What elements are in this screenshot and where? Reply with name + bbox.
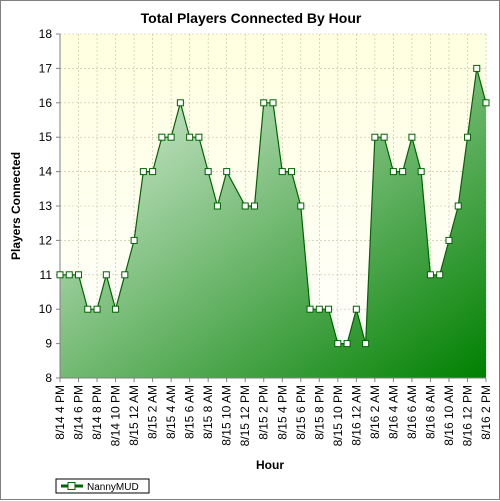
y-tick-label: 15 [39, 130, 53, 144]
data-point-marker [325, 305, 333, 313]
y-tick-label: 10 [39, 302, 53, 316]
data-point-marker [278, 168, 286, 176]
data-point-marker [343, 340, 351, 348]
data-point-marker [288, 168, 296, 176]
x-tick-label: 8/15 2 AM [146, 385, 160, 439]
data-point-marker [408, 133, 416, 141]
data-point-marker [454, 202, 462, 210]
y-tick-label: 8 [45, 371, 52, 385]
data-point-marker [130, 236, 138, 244]
x-tick-label: 8/14 4 PM [53, 385, 67, 440]
legend-label: NannyMUD [87, 482, 139, 493]
y-tick-label: 12 [39, 233, 53, 247]
data-point-marker [436, 271, 444, 279]
x-tick-label: 8/15 8 PM [312, 385, 326, 440]
data-point-marker [417, 168, 425, 176]
y-tick-label: 17 [39, 61, 53, 75]
y-tick-label: 16 [39, 96, 53, 110]
data-point-marker [204, 168, 212, 176]
y-tick-label: 18 [39, 27, 53, 41]
data-point-marker [334, 340, 342, 348]
data-point-marker [93, 305, 101, 313]
x-tick-label: 8/16 2 PM [479, 385, 493, 440]
x-tick-label: 8/15 2 PM [257, 385, 271, 440]
data-point-marker [56, 271, 64, 279]
y-tick-label: 13 [39, 199, 53, 213]
data-point-marker [473, 64, 481, 72]
y-tick-label: 11 [40, 268, 53, 282]
x-tick-label: 8/16 8 AM [423, 385, 437, 439]
y-tick-label: 9 [45, 337, 52, 351]
x-tick-label: 8/16 10 AM [442, 385, 456, 446]
data-point-marker [315, 305, 323, 313]
x-tick-label: 8/15 10 AM [220, 385, 234, 446]
x-tick-label: 8/15 8 AM [201, 385, 215, 439]
data-point-marker [102, 271, 110, 279]
chart-title: Total Players Connected By Hour [141, 10, 362, 26]
x-tick-label: 8/16 6 AM [405, 385, 419, 439]
x-tick-label: 8/14 6 PM [72, 385, 86, 440]
data-point-marker [65, 271, 73, 279]
legend-swatch-marker [67, 482, 76, 490]
data-point-marker [260, 99, 268, 107]
data-point-marker [389, 168, 397, 176]
tick-labels: 8 9 10 11 12 13 14 15 16 17 18 8/14 4 PM 8/14 6 PM 8/… [39, 27, 493, 446]
data-point-marker [158, 133, 166, 141]
x-tick-label: 8/15 12 PM [238, 385, 252, 446]
data-point-marker [223, 168, 231, 176]
data-point-marker [445, 236, 453, 244]
y-tick-label: 14 [39, 165, 53, 179]
data-point-marker [149, 168, 157, 176]
data-point-marker [306, 305, 314, 313]
legend-box [55, 478, 150, 494]
data-point-marker [186, 133, 194, 141]
data-point-marker [399, 168, 407, 176]
data-point-marker [362, 340, 370, 348]
data-point-marker [121, 271, 129, 279]
data-point-marker [250, 202, 258, 210]
data-point-marker [75, 271, 83, 279]
data-point-marker [352, 305, 360, 313]
x-tick-label: 8/16 12 PM [460, 385, 474, 446]
x-tick-label: 8/14 8 PM [90, 385, 104, 440]
data-point-marker [371, 133, 379, 141]
data-point-marker [112, 305, 120, 313]
x-tick-label: 8/16 4 AM [386, 385, 400, 439]
x-tick-label: 8/15 4 AM [164, 385, 178, 439]
data-point-marker [297, 202, 305, 210]
data-point-marker [84, 305, 92, 313]
y-axis-title: Players Connected [9, 152, 23, 260]
x-tick-label: 8/14 10 PM [109, 385, 123, 446]
x-tick-label: 8/15 6 AM [183, 385, 197, 439]
data-point-marker [482, 99, 490, 107]
data-point-marker [167, 133, 175, 141]
x-tick-label: 8/15 10 PM [331, 385, 345, 446]
data-markers [56, 64, 490, 348]
legend: NannyMUD [55, 478, 150, 494]
data-point-marker [213, 202, 221, 210]
data-point-marker [241, 202, 249, 210]
data-point-marker [380, 133, 388, 141]
data-point-marker [463, 133, 471, 141]
data-point-marker [139, 168, 147, 176]
x-axis-title: Hour [256, 458, 284, 472]
x-tick-label: 8/15 12 AM [127, 385, 141, 446]
x-tick-label: 8/15 4 PM [275, 385, 289, 440]
series-area-fill [60, 68, 486, 379]
data-point-marker [195, 133, 203, 141]
x-tick-label: 8/15 6 PM [294, 385, 308, 440]
x-tick-label: 8/16 2 AM [368, 385, 382, 439]
data-point-marker [269, 99, 277, 107]
x-tick-label: 8/16 12 AM [349, 385, 363, 446]
data-point-marker [426, 271, 434, 279]
data-point-marker [176, 99, 184, 107]
